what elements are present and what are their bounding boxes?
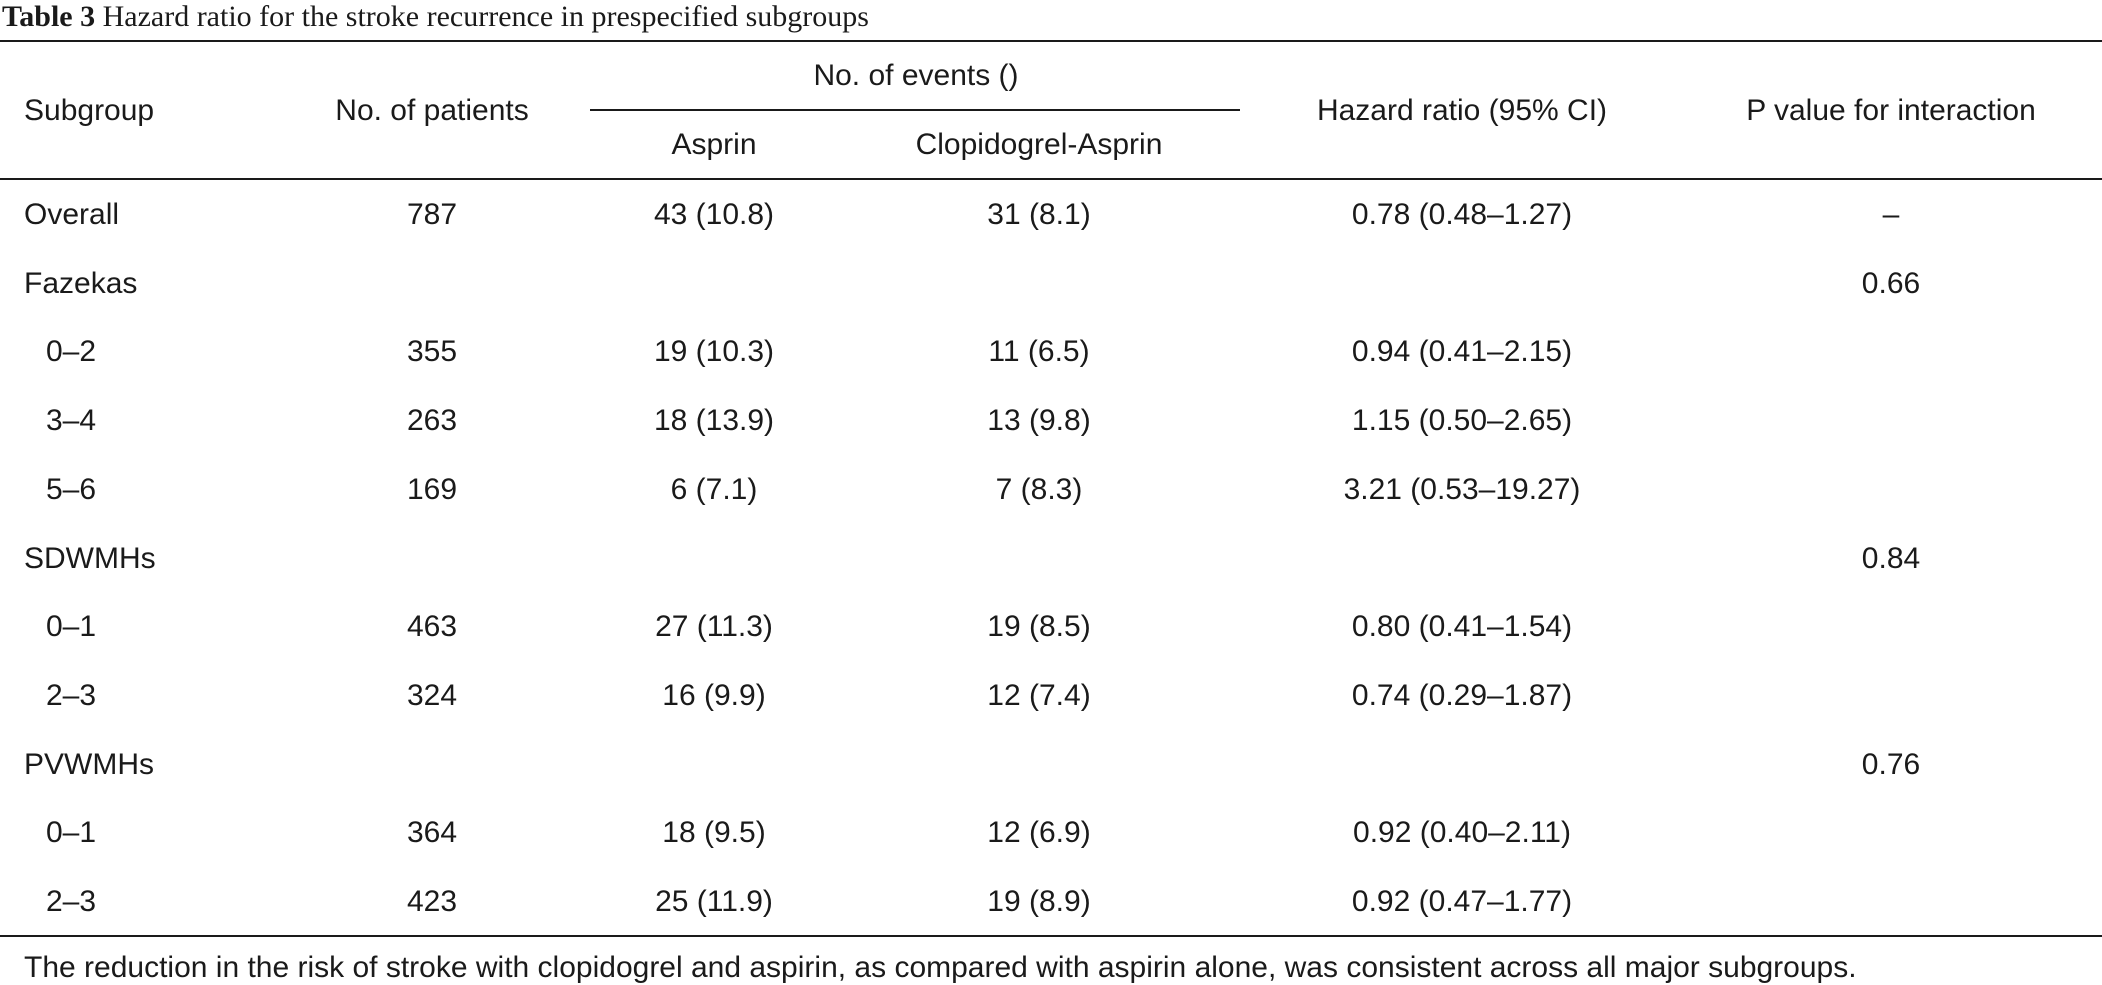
- cell-hazard-ratio: 3.21 (0.53–19.27): [1343, 473, 1581, 506]
- cell-patients: 463: [406, 610, 458, 643]
- cell-clopidogrel-aspirin: 12 (7.4): [987, 679, 1091, 712]
- header-patients: No. of patients: [335, 94, 529, 127]
- table-bottom-rule: [0, 935, 2102, 937]
- cell-p-value: 0.76: [1861, 748, 1921, 781]
- cell-clopidogrel-aspirin: 11 (6.5): [988, 335, 1090, 368]
- cell-clopidogrel-aspirin: 7 (8.3): [995, 473, 1083, 506]
- cell-subgroup: 2–3: [46, 679, 97, 712]
- cell-aspirin: 16 (9.9): [662, 679, 766, 712]
- cell-subgroup: 5–6: [46, 473, 97, 506]
- cell-hazard-ratio: 1.15 (0.50–2.65): [1351, 404, 1573, 437]
- cell-subgroup: SDWMHs: [24, 542, 156, 575]
- cell-patients: 787: [406, 198, 458, 231]
- cell-subgroup: 0–2: [46, 335, 97, 368]
- cell-hazard-ratio: 0.94 (0.41–2.15): [1351, 335, 1573, 368]
- header-subgroup: Subgroup: [24, 94, 155, 127]
- cell-clopidogrel-aspirin: 19 (8.9): [987, 885, 1091, 918]
- cell-patients: 169: [406, 473, 458, 506]
- cell-patients: 355: [406, 335, 458, 368]
- cell-aspirin: 18 (13.9): [653, 404, 775, 437]
- header-events-group: No. of events (): [813, 59, 1019, 92]
- cell-patients: 324: [406, 679, 458, 712]
- cell-p-value: –: [1882, 198, 1900, 231]
- cell-clopidogrel-aspirin: 19 (8.5): [987, 610, 1091, 643]
- cell-hazard-ratio: 0.92 (0.47–1.77): [1351, 885, 1573, 918]
- cell-subgroup: 0–1: [46, 610, 97, 643]
- cell-subgroup: 3–4: [46, 404, 97, 437]
- table-caption: Table 3 Hazard ratio for the stroke recu…: [2, 0, 869, 40]
- cell-aspirin: 27 (11.3): [655, 610, 773, 643]
- cell-aspirin: 43 (10.8): [653, 198, 775, 231]
- header-p-value: P value for interaction: [1746, 94, 2036, 127]
- cell-clopidogrel-aspirin: 12 (6.9): [987, 816, 1091, 849]
- header-clopidogrel-aspirin: Clopidogrel-Asprin: [915, 128, 1163, 161]
- table-title: Hazard ratio for the stroke recurrence i…: [102, 0, 869, 33]
- cell-hazard-ratio: 0.78 (0.48–1.27): [1351, 198, 1573, 231]
- cell-subgroup: 2–3: [46, 885, 97, 918]
- cell-p-value: 0.66: [1861, 267, 1921, 300]
- header-bottom-rule: [0, 178, 2102, 180]
- cell-subgroup: 0–1: [46, 816, 97, 849]
- cell-aspirin: 18 (9.5): [662, 816, 766, 849]
- cell-subgroup: PVWMHs: [24, 748, 154, 781]
- cell-hazard-ratio: 0.92 (0.40–2.11): [1353, 816, 1571, 849]
- header-hazard-ratio: Hazard ratio (95% CI): [1316, 94, 1608, 127]
- cell-hazard-ratio: 0.80 (0.41–1.54): [1351, 610, 1573, 643]
- header-aspirin: Asprin: [671, 128, 757, 161]
- cell-aspirin: 19 (10.3): [653, 335, 775, 368]
- cell-patients: 423: [406, 885, 458, 918]
- cell-clopidogrel-aspirin: 13 (9.8): [987, 404, 1091, 437]
- cell-clopidogrel-aspirin: 31 (8.1): [987, 198, 1091, 231]
- table-top-rule: [0, 40, 2102, 42]
- cell-p-value: 0.84: [1861, 542, 1921, 575]
- cell-patients: 364: [406, 816, 458, 849]
- cell-hazard-ratio: 0.74 (0.29–1.87): [1351, 679, 1573, 712]
- events-group-rule: [590, 109, 1240, 111]
- cell-aspirin: 6 (7.1): [670, 473, 758, 506]
- cell-subgroup: Overall: [24, 198, 120, 231]
- cell-patients: 263: [406, 404, 458, 437]
- table-footnote: The reduction in the risk of stroke with…: [24, 951, 1857, 984]
- cell-aspirin: 25 (11.9): [655, 885, 773, 918]
- cell-subgroup: Fazekas: [24, 267, 138, 300]
- table-label: Table 3: [2, 0, 96, 33]
